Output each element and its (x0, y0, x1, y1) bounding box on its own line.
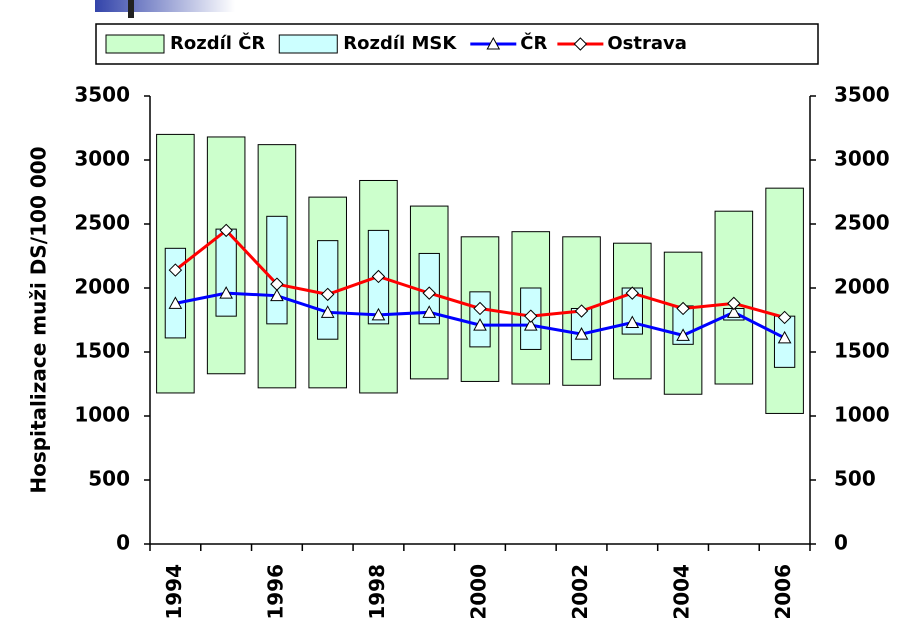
y-tick-label: 2500 (74, 211, 130, 235)
y-tick-label: 0 (116, 531, 130, 555)
x-tick-label: 2006 (771, 564, 795, 620)
legend-label: Ostrava (607, 33, 687, 54)
y2-tick-label: 1000 (834, 403, 890, 427)
triangle-marker (371, 307, 386, 321)
legend-swatch (105, 34, 165, 54)
triangle-marker (486, 36, 501, 50)
x-tick-label: 2004 (670, 564, 694, 620)
y-axis-label: Hospitalizace muži DS/100 000 (27, 146, 51, 493)
y2-tick-label: 2000 (834, 275, 890, 299)
y-tick-label: 3500 (74, 83, 130, 107)
y-tick-label: 2000 (74, 275, 130, 299)
diamond-marker (219, 223, 233, 238)
range-bar (266, 215, 288, 325)
diamond-marker (320, 287, 335, 302)
y-tick-label: 1500 (74, 339, 130, 363)
diamond-marker (422, 286, 436, 300)
triangle-marker (727, 305, 741, 318)
triangle-marker (574, 327, 589, 340)
range-bar (765, 187, 804, 414)
x-tick-label: 2002 (568, 564, 592, 620)
decoration (95, 0, 235, 12)
legend-label: Rozdíl MSK (343, 33, 457, 54)
diamond-marker (777, 310, 792, 325)
y2-tick-label: 0 (834, 531, 848, 555)
decoration (128, 0, 134, 18)
diamond-marker (168, 263, 183, 277)
diamond-marker (676, 301, 690, 316)
triangle-marker (777, 330, 792, 344)
x-tick-label: 1994 (162, 564, 186, 620)
legend-swatch (278, 34, 338, 54)
triangle-marker (168, 296, 183, 309)
triangle-marker (320, 305, 335, 318)
triangle-marker (422, 305, 437, 318)
y2-tick-label: 500 (834, 467, 876, 491)
diamond-marker (574, 304, 589, 318)
diamond-marker (573, 37, 588, 51)
triangle-marker (676, 328, 690, 341)
legend-box (95, 23, 819, 65)
y-tick-label: 3000 (74, 147, 130, 171)
diamond-marker (270, 277, 284, 291)
y2-tick-label: 3000 (834, 147, 890, 171)
y-tick-label: 1000 (74, 403, 130, 427)
diamond-marker (473, 301, 487, 316)
x-tick-label: 1998 (365, 564, 389, 620)
y2-tick-label: 1500 (834, 339, 890, 363)
diamond-marker (524, 309, 538, 323)
diamond-marker (625, 286, 640, 300)
triangle-marker (473, 318, 487, 331)
triangle-marker (625, 315, 640, 329)
range-bar (215, 228, 237, 317)
x-tick-label: 2000 (467, 564, 491, 620)
x-tick-label: 1996 (263, 564, 287, 620)
diamond-marker (371, 269, 386, 284)
range-bar (164, 247, 187, 339)
legend-label: ČR (520, 32, 547, 54)
y2-tick-label: 2500 (834, 211, 890, 235)
diamond-marker (727, 296, 741, 311)
triangle-marker (270, 288, 284, 302)
triangle-marker (219, 286, 233, 299)
y2-tick-label: 3500 (834, 83, 890, 107)
y-tick-label: 500 (88, 467, 130, 491)
legend-label: Rozdíl ČR (170, 32, 265, 54)
triangle-marker (523, 318, 538, 331)
